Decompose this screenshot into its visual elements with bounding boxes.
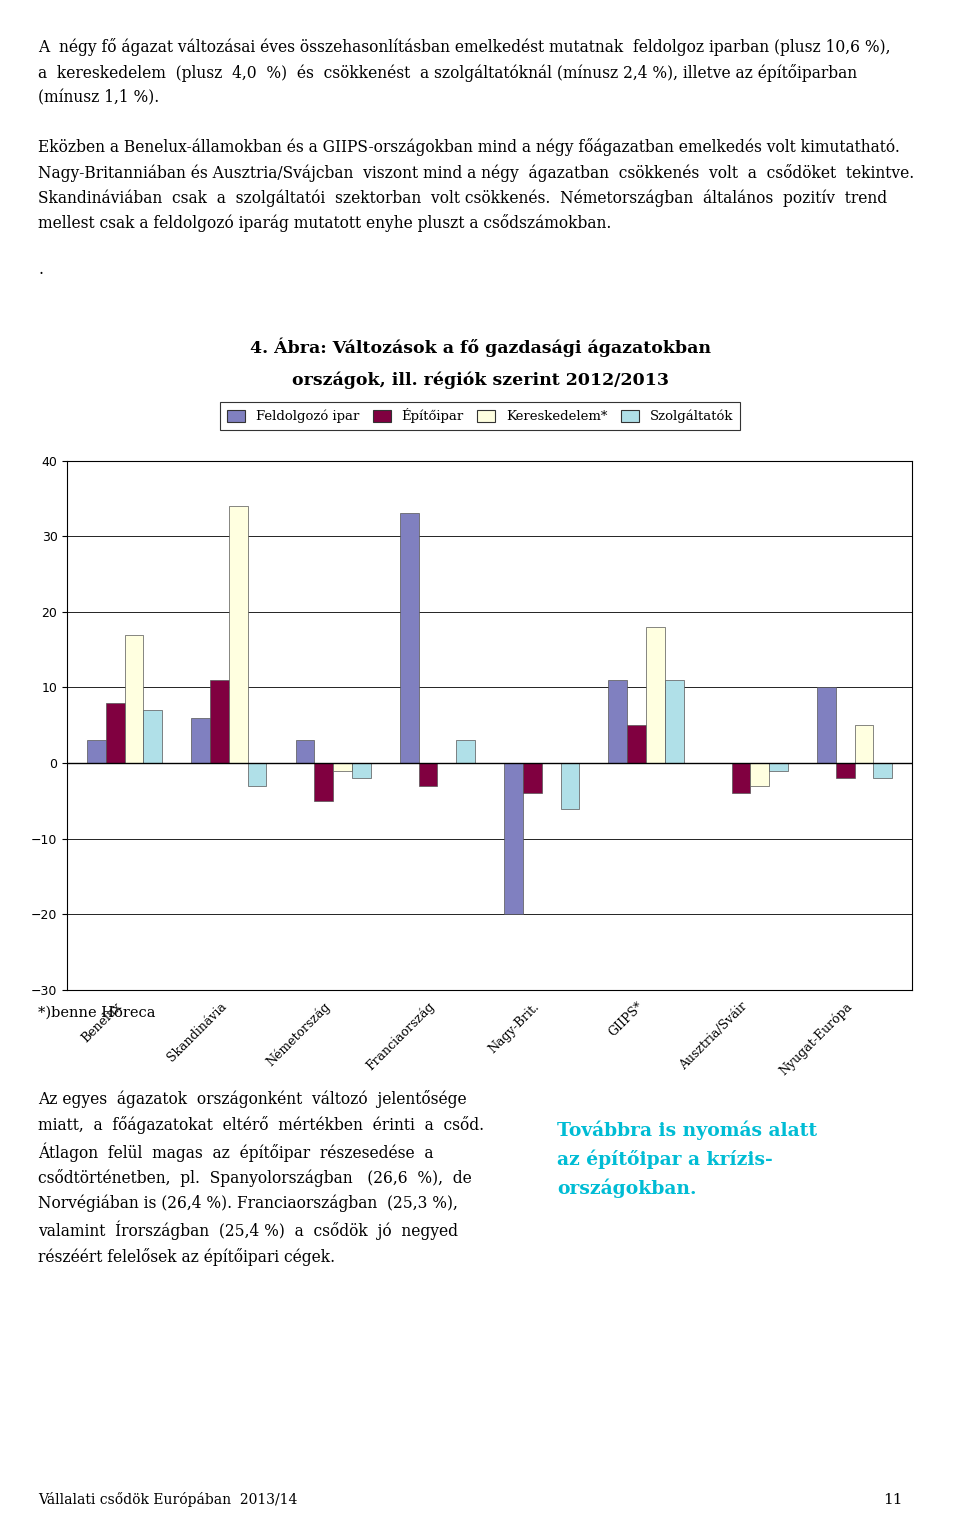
Text: Az egyes  ágazatok  országonként  változó  jelentősége
miatt,  a  főágazatokat  : Az egyes ágazatok országonként változó j…: [38, 1090, 485, 1266]
Bar: [419, 763, 438, 786]
Legend: Feldolgozó ipar, Építőipar, Kereskedelem*, Szolgáltatók: Feldolgozó ipar, Építőipar, Kereskedelem…: [220, 402, 740, 430]
Bar: [732, 763, 751, 794]
Bar: [523, 763, 541, 794]
Bar: [296, 740, 314, 763]
Text: országok, ill. régiók szerint 2012/2013: országok, ill. régiók szerint 2012/2013: [292, 371, 668, 388]
Bar: [400, 513, 419, 763]
Bar: [456, 740, 475, 763]
Bar: [854, 726, 874, 763]
Text: *)benne Horeca: *)benne Horeca: [38, 1005, 156, 1019]
Bar: [191, 718, 210, 763]
Bar: [504, 763, 523, 915]
Bar: [627, 726, 646, 763]
Bar: [646, 626, 665, 763]
Text: Vállalati csődök Európában  2013/14: Vállalati csődök Európában 2013/14: [38, 1492, 298, 1507]
Bar: [751, 763, 769, 786]
Bar: [314, 763, 333, 801]
Bar: [352, 763, 371, 778]
Bar: [665, 680, 684, 763]
Text: A  négy fő ágazat változásai éves összehasonlításban emelkedést mutatnak  feldol: A négy fő ágazat változásai éves összeha…: [38, 38, 891, 106]
Bar: [817, 688, 836, 763]
Bar: [125, 634, 143, 763]
Bar: [769, 763, 788, 771]
Text: 4. Ábra: Változások a fő gazdasági ágazatokban: 4. Ábra: Változások a fő gazdasági ágaza…: [250, 338, 710, 358]
Bar: [561, 763, 579, 809]
Bar: [836, 763, 854, 778]
Text: 11: 11: [883, 1494, 902, 1507]
Bar: [333, 763, 352, 771]
Bar: [210, 680, 228, 763]
Bar: [609, 680, 627, 763]
Bar: [874, 763, 892, 778]
Bar: [87, 740, 106, 763]
Bar: [228, 507, 248, 763]
Bar: [143, 711, 162, 763]
Text: .: .: [38, 261, 43, 278]
Bar: [248, 763, 267, 786]
Text: Eközben a Benelux-államokban és a GIIPS-országokban mind a négy főágazatban emel: Eközben a Benelux-államokban és a GIIPS-…: [38, 138, 915, 232]
Bar: [106, 703, 125, 763]
Text: Továbbra is nyomás alatt
az építőipar a krízis-
országokban.: Továbbra is nyomás alatt az építőipar a …: [557, 1121, 817, 1197]
